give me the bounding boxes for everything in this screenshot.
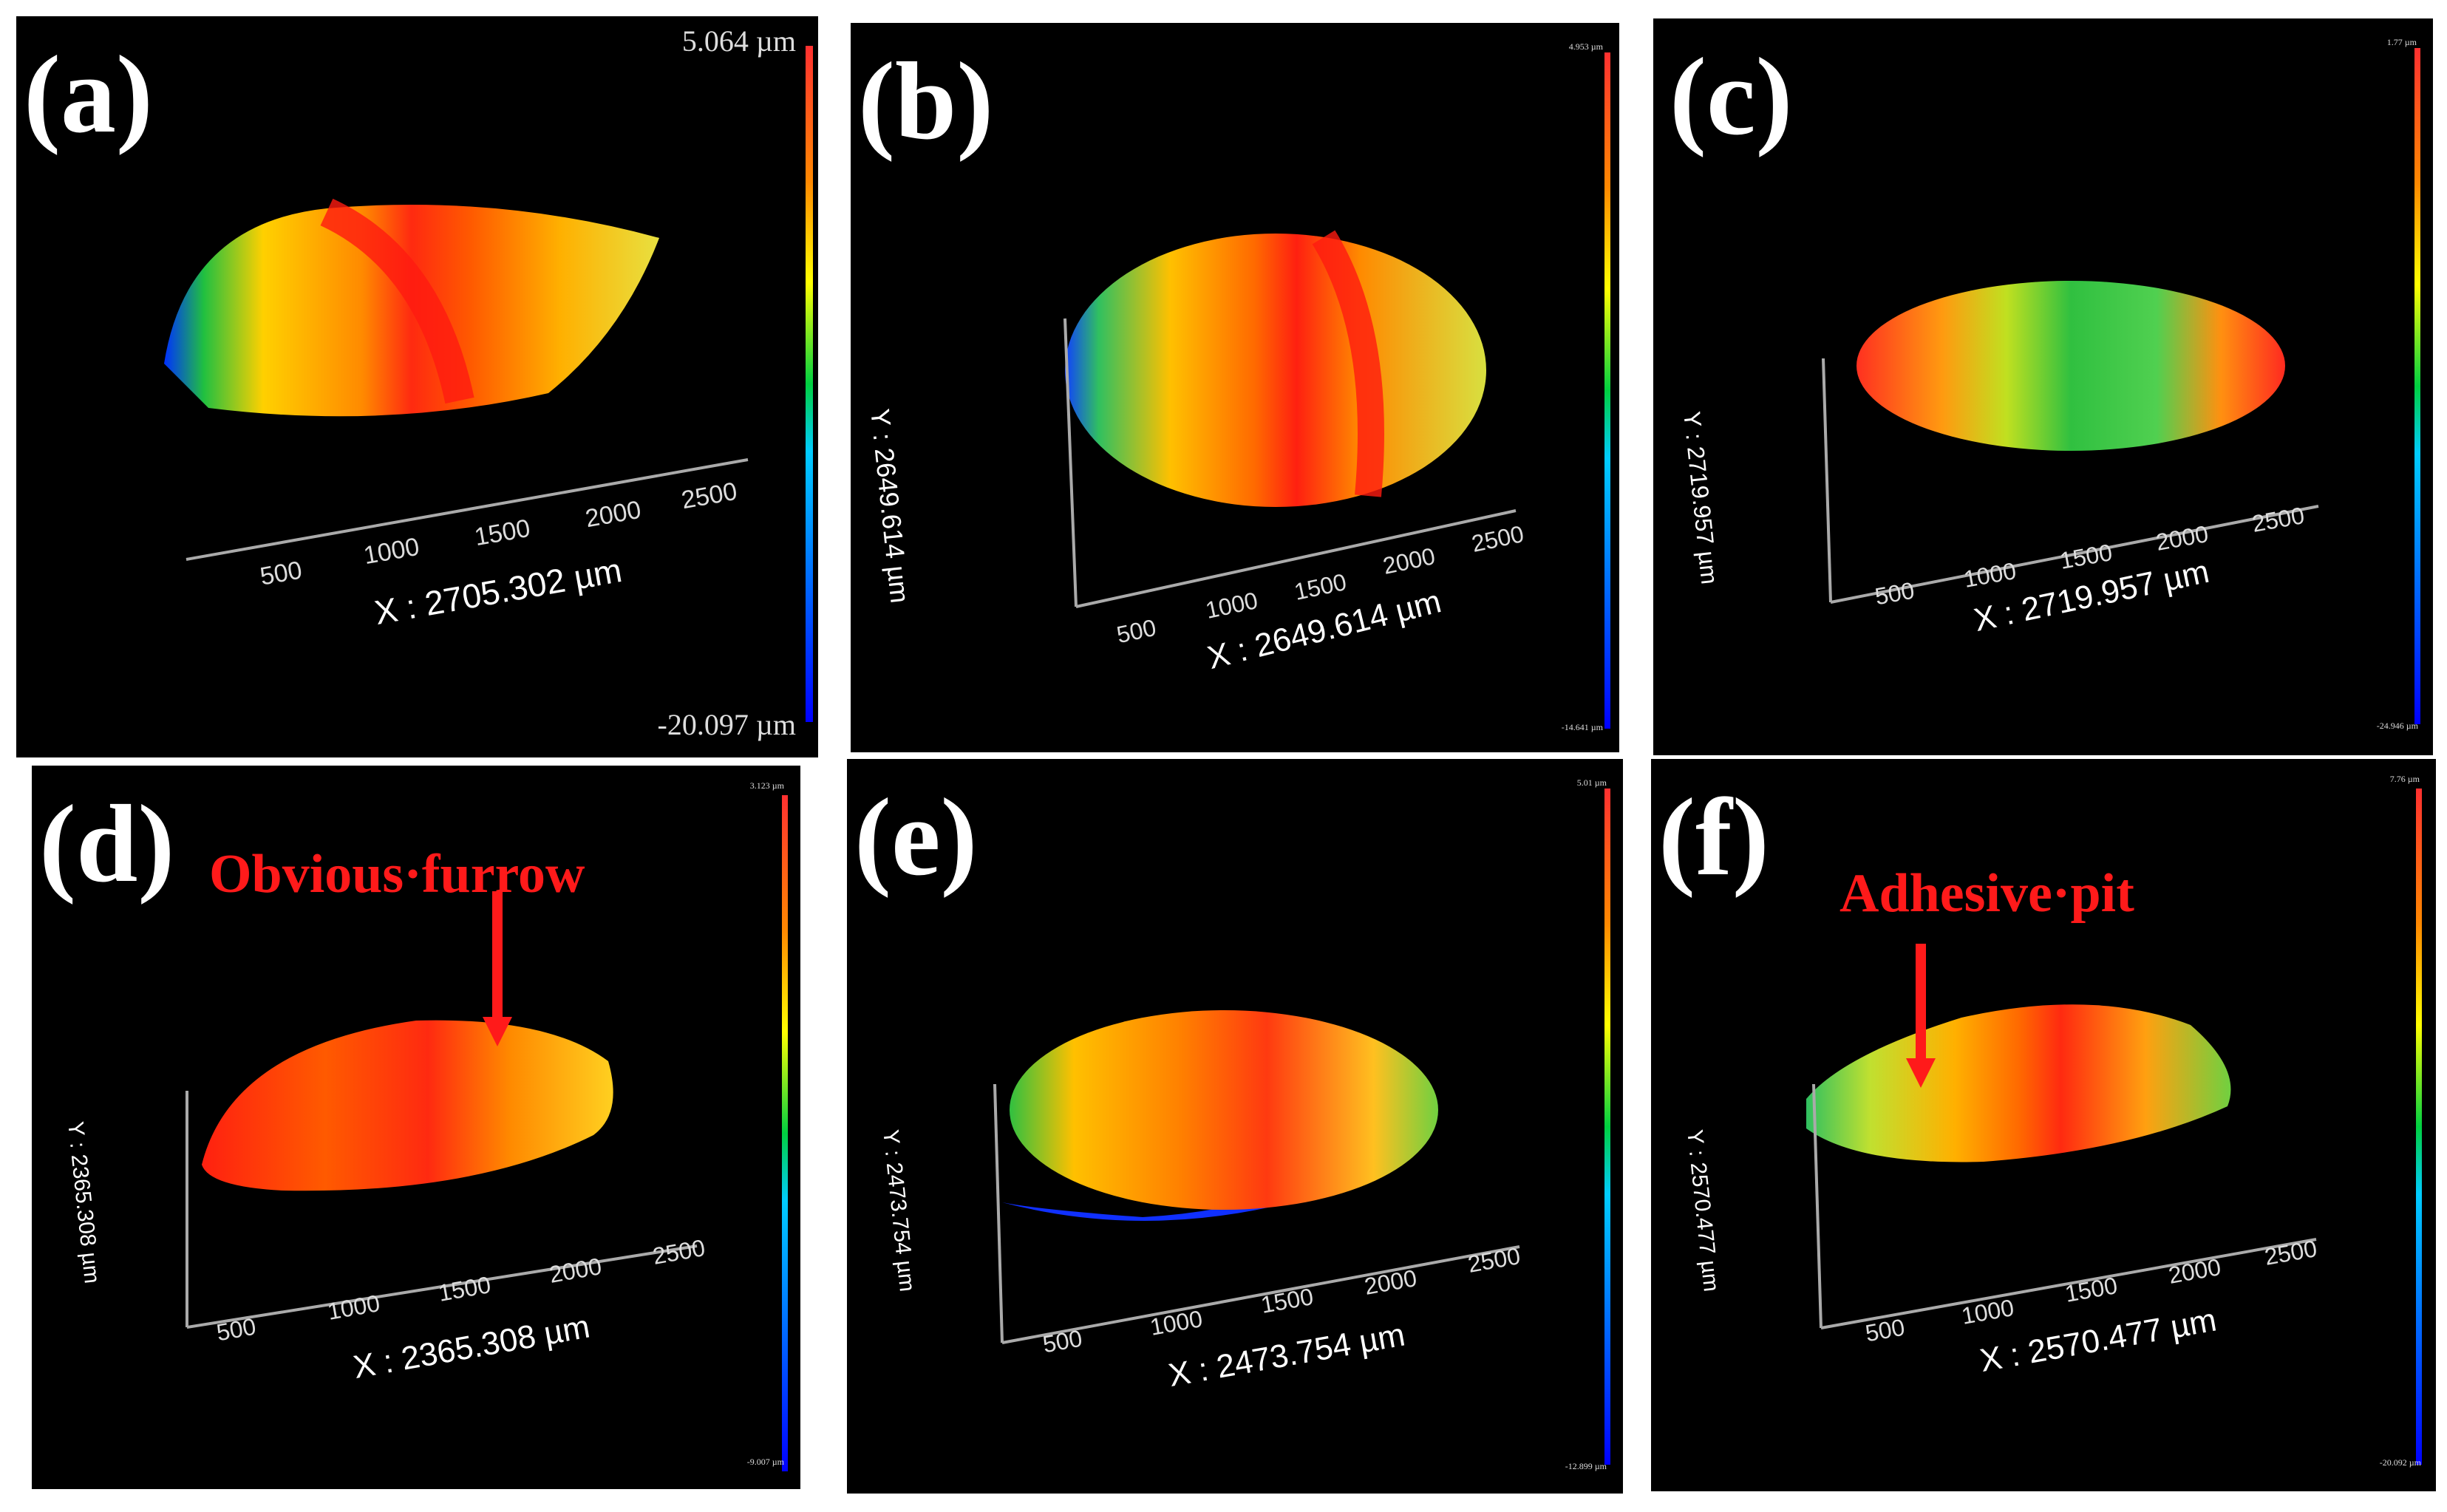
colorbar-max-d: 3.123 µm [749,780,784,791]
annotation-adhesive-pit: Adhesive·pit [1839,863,2134,924]
panel-label-b: (b) [858,40,994,163]
panel-label-d: (d) [39,783,175,905]
colorbar-min-a: -20.097 µm [657,708,796,741]
panel-f: (f) Adhesive·pit 7.76 µm -20.092 µm 500 … [1651,759,2436,1491]
colorbar-c [2414,48,2420,724]
colorbar-b [1604,52,1610,729]
colorbar-max-e: 5.01 µm [1576,777,1607,788]
colorbar-min-c: -24.946 µm [2376,721,2418,731]
colorbar-f [2416,789,2422,1465]
colorbar-max-a: 5.064 µm [681,24,796,58]
colorbar-max-f: 7.76 µm [2389,774,2420,784]
colorbar-min-d: -9.007 µm [746,1457,784,1467]
colorbar-min-f: -20.092 µm [2379,1457,2421,1468]
surface-plot-a [164,46,813,722]
surface-plot-b [1063,52,1610,729]
panel-label-f: (f) [1658,776,1769,899]
panel-d: (d) Obvious·furrow 3.123 µm -9.007 µm 50… [32,766,800,1489]
panel-b: (b) 4.953 µm -14.641 µm 500 1000 1500 20… [851,23,1619,752]
surface-plot-e [993,789,1610,1465]
panel-e: (e) 5.01 µm -12.899 µm 500 1000 1500 200… [847,759,1623,1494]
colorbar-min-b: -14.641 µm [1561,722,1603,732]
surface-plot-d [186,795,788,1471]
panel-label-c: (c) [1670,35,1793,158]
panel-label-e: (e) [854,776,978,899]
colorbar-d [782,795,788,1471]
colorbar-e [1604,789,1610,1465]
colorbar-max-b: 4.953 µm [1568,41,1603,52]
panel-c: (c) 1.77 µm -24.946 µm 500 1000 1500 200… [1653,18,2433,755]
colorbar-max-c: 1.77 µm [2386,37,2417,47]
colorbar-min-e: -12.899 µm [1565,1461,1607,1471]
colorbar-a [806,46,813,722]
panel-a: (a) 5.064 µm -20.097 µm 500 1000 1500 20… [16,16,818,757]
surface-plot-f [1806,789,2422,1465]
surface-plot-c [1822,48,2420,724]
panel-label-a: (a) [24,33,153,156]
annotation-obvious-furrow: Obvious·furrow [209,844,585,905]
